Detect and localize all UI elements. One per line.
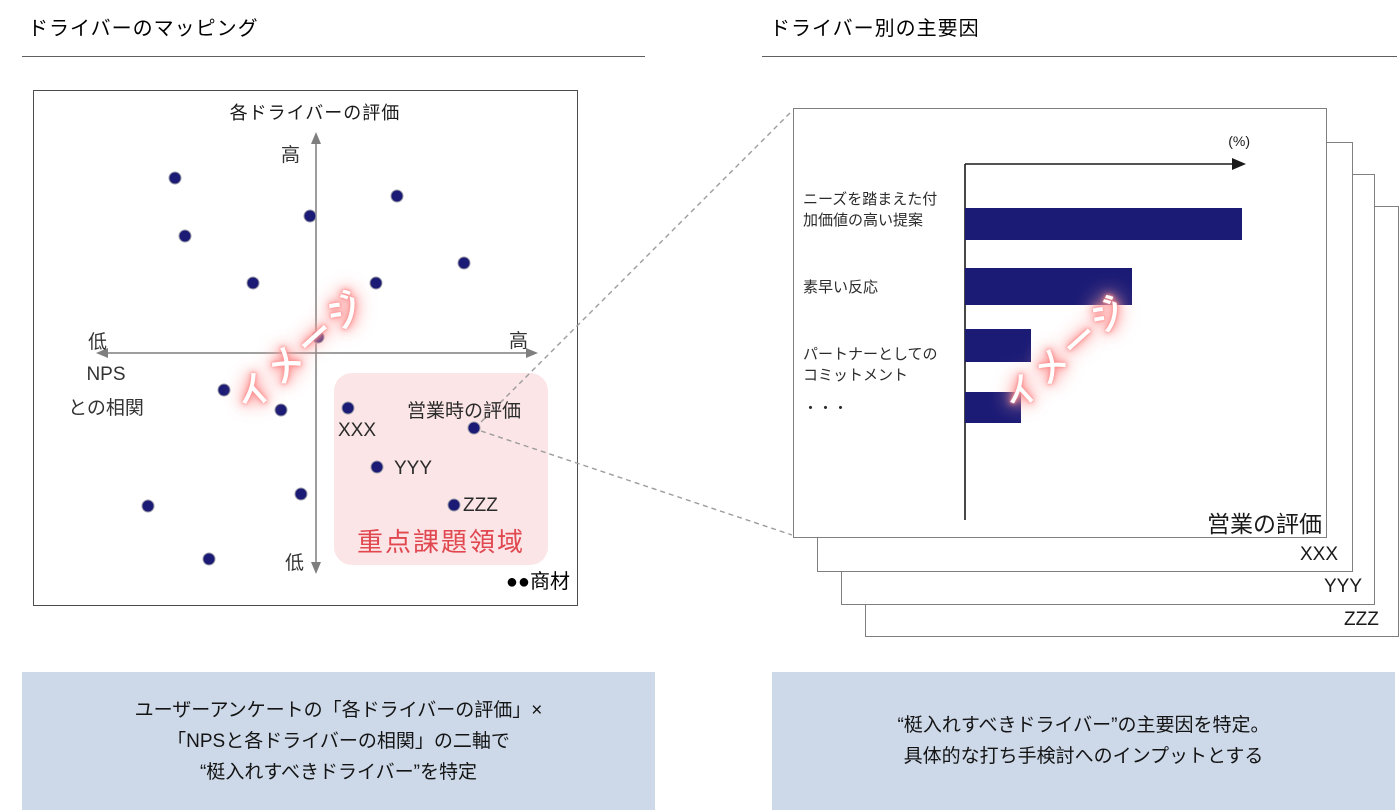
- bar-chart-unit-label: (%): [1228, 133, 1250, 149]
- x-axis-low-label: 低: [88, 332, 108, 353]
- right-title-rule: [762, 56, 1397, 57]
- right-section-title: ドライバー別の主要因: [770, 18, 980, 40]
- stack-label-xxx: XXX: [1300, 544, 1339, 565]
- x-axis-name-line2: との相関: [68, 398, 144, 419]
- left-title-rule: [22, 56, 645, 57]
- stack-label-yyy: YYY: [1324, 576, 1363, 597]
- right-caption-box: “梃入れすべきドライバー”の主要因を特定。 具体的な打ち手検討へのインプットとす…: [772, 672, 1395, 810]
- product-note: ●●商材: [505, 571, 570, 593]
- stacked-card-1: [793, 108, 1327, 538]
- left-caption-line3: “梃入れすべきドライバー”を特定: [200, 761, 477, 783]
- left-section-title: ドライバーのマッピング: [28, 18, 259, 40]
- left-caption-line1: ユーザーアンケートの「各ドライバーの評価」×: [134, 699, 543, 721]
- y-axis-low-label: 低: [284, 553, 304, 574]
- y-axis-high-label: 高: [280, 145, 300, 166]
- bar-chart-footer: 営業の評価: [1207, 511, 1322, 537]
- x-axis-name-line1: NPS: [86, 364, 126, 385]
- stack-label-zzz: ZZZ: [1344, 609, 1379, 630]
- x-axis-high-label: 高: [509, 331, 529, 352]
- right-caption-line2: 具体的な打ち手検討へのインプットとする: [903, 746, 1264, 767]
- right-caption-line1: “梃入れすべきドライバー”の主要因を特定。: [897, 715, 1270, 736]
- left-caption-line2: 「NPSと各ドライバーの相関」の二軸で: [167, 730, 510, 752]
- scatter-y-axis-title: 各ドライバーの評価: [229, 103, 401, 123]
- focus-area-label: 重点課題領域: [356, 527, 525, 557]
- left-caption-box: ユーザーアンケートの「各ドライバーの評価」× 「NPSと各ドライバーの相関」の二…: [22, 672, 655, 810]
